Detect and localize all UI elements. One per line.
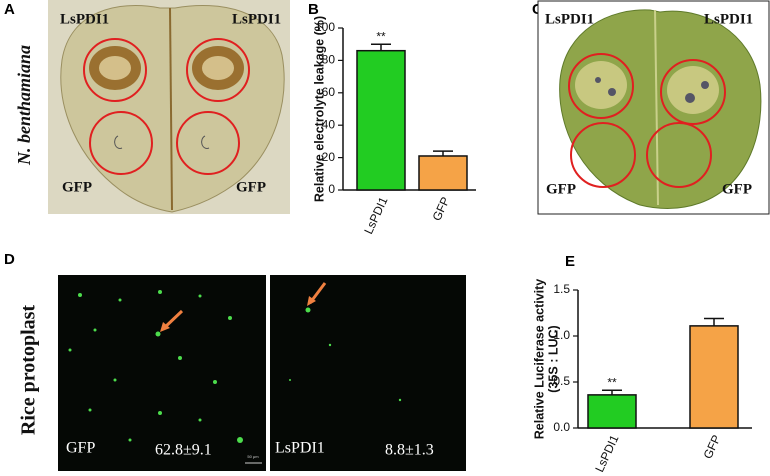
bar	[356, 49, 406, 191]
leaf-image	[48, 0, 290, 214]
image-label: 62.8±9.1	[155, 442, 212, 459]
x-tick-label: GFP	[429, 195, 452, 223]
y-axis-label: Relative Luciferase activity	[532, 279, 546, 440]
significance: **	[376, 29, 386, 43]
image-label: LsPDI1	[704, 11, 753, 27]
image-label: LsPDI1	[545, 11, 594, 27]
image-label: 8.8±1.3	[385, 442, 434, 459]
x-tick-label: GFP	[700, 433, 723, 461]
significance: **	[607, 375, 617, 389]
leaf-image	[537, 0, 770, 215]
image-label: LsPDI1	[60, 11, 109, 27]
x-tick-label: LsPDI1	[592, 432, 621, 474]
image-label: LsPDI1	[232, 11, 281, 27]
panel-letter: D	[4, 251, 15, 268]
y-tick-label: 0.5	[553, 374, 570, 388]
y-tick-label: 60	[322, 85, 336, 99]
y-tick-label: 0.0	[553, 420, 570, 434]
side-label: N. benthamiana	[14, 45, 34, 166]
y-tick-label: 1.5	[553, 282, 570, 296]
image-label: GFP	[236, 179, 266, 195]
scale-bar-label: 50 μm	[247, 454, 259, 459]
image-label: GFP	[62, 179, 92, 195]
y-axis-label: (35S : LUC)	[546, 325, 560, 392]
fluorescence-image	[58, 275, 466, 471]
y-tick-label: 100	[315, 20, 335, 34]
image-label: GFP	[546, 181, 576, 197]
x-tick-label: LsPDI1	[361, 194, 390, 236]
image-label: GFP	[722, 181, 752, 197]
image-label: LsPDI1	[275, 440, 325, 457]
panel-letter: B	[308, 1, 319, 18]
bar	[689, 325, 739, 429]
y-tick-label: 80	[322, 53, 336, 67]
image-label: GFP	[66, 440, 95, 457]
panel-letter: A	[4, 1, 15, 18]
y-axis-label: Relative electrolyte leakage (%)	[312, 16, 326, 202]
y-tick-label: 20	[322, 150, 336, 164]
bar	[418, 155, 468, 191]
side-label: Rice protoplast	[18, 305, 40, 436]
y-tick-label: 1.0	[553, 328, 570, 342]
y-tick-label: 40	[322, 117, 336, 131]
bar	[587, 394, 637, 429]
panel-letter: E	[565, 253, 575, 270]
y-tick-label: 0	[328, 182, 335, 196]
